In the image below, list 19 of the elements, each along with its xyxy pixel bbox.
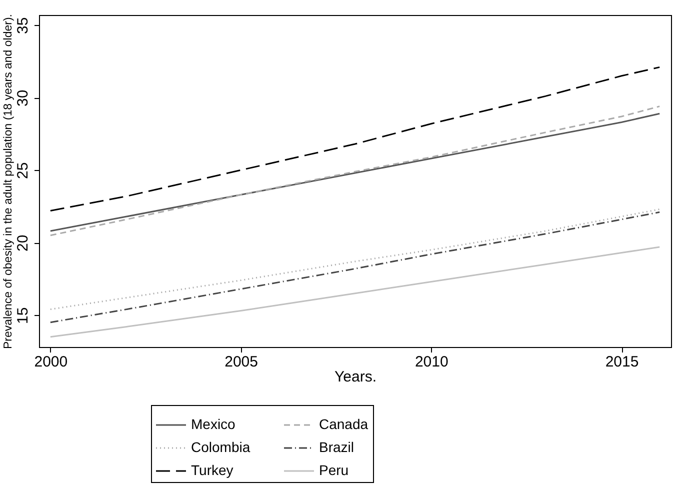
x-axis-title: Years.	[334, 368, 376, 386]
legend-label: Brazil	[319, 439, 354, 455]
x-tick-label: 2005	[224, 354, 258, 370]
x-tick-label: 2015	[605, 354, 639, 370]
legend-label: Turkey	[191, 462, 234, 478]
y-tick-label: 30	[14, 90, 32, 106]
x-tick-label: 2010	[414, 354, 448, 370]
y-axis-title: Prevalence of obesity in the adult population (18 years and older).	[2, 14, 14, 349]
y-tick-label: 35	[14, 17, 32, 34]
line-series	[50, 66, 660, 212]
line-series	[50, 246, 660, 338]
x-tick-label: 2000	[34, 354, 68, 370]
y-tick-label: 15	[14, 307, 32, 324]
legend-label: Colombia	[191, 439, 250, 455]
legend-label: Canada	[319, 416, 368, 432]
legend-label: Peru	[319, 462, 349, 478]
legend-label: Mexico	[191, 416, 236, 432]
y-tick-label: 25	[14, 162, 32, 179]
y-tick-label: 20	[14, 234, 32, 252]
